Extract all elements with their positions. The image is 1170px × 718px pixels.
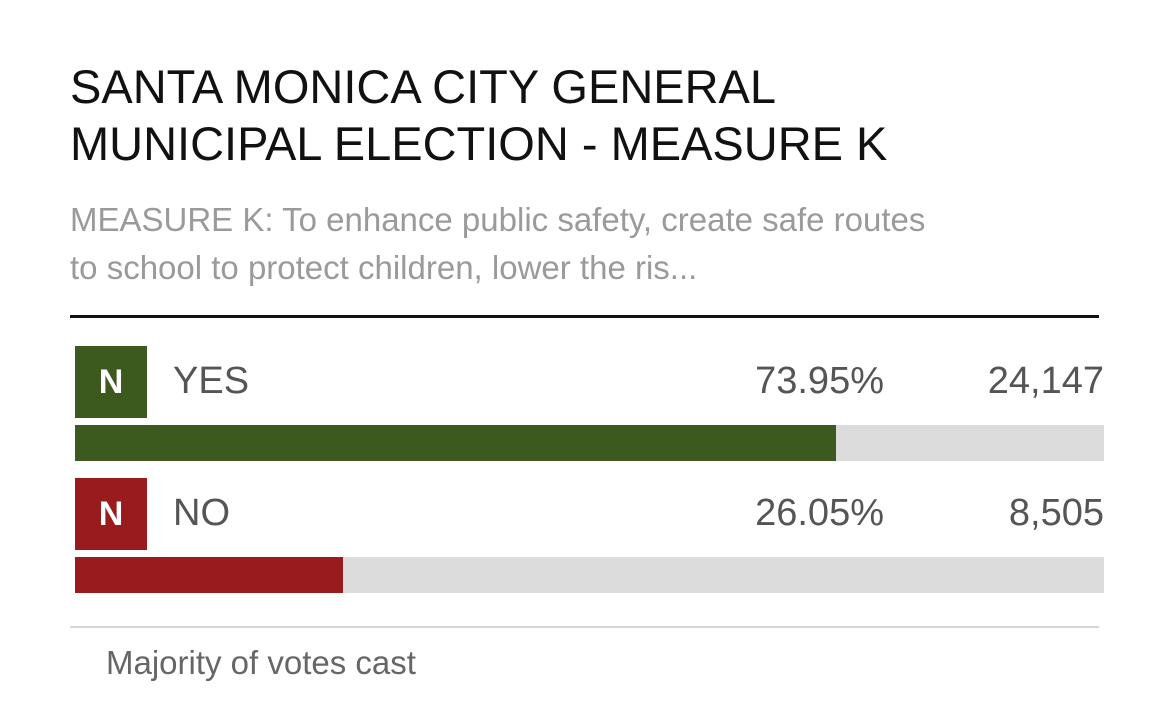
election-title: SANTA MONICA CITY GENERAL MUNICIPAL ELEC… [70,58,1100,172]
measure-description-line-1: MEASURE K: To enhance public safety, cre… [70,201,926,238]
status-badge: N [75,346,147,418]
measure-description-line-2: to school to protect children, lower the… [70,249,698,286]
footer-note: Majority of votes cast [106,644,416,681]
result-bar-track [75,557,1104,593]
footer-divider [70,626,1099,628]
result-bar-track [75,425,1104,461]
result-bar-fill [75,425,836,461]
result-bar-fill [75,557,344,593]
vote-percentage: 26.05% [755,492,884,534]
choice-label: YES [173,360,250,402]
status-badge: N [75,478,147,550]
measure-description[interactable]: MEASURE K: To enhance public safety, cre… [70,196,1100,292]
vote-count: 8,505 [1008,492,1104,534]
vote-count: 24,147 [987,360,1104,402]
election-title-line-2: MUNICIPAL ELECTION - MEASURE K [70,117,888,170]
election-title-line-1: SANTA MONICA CITY GENERAL [70,60,777,113]
header-divider [70,315,1099,318]
choice-label: NO [173,492,230,534]
election-result-card: SANTA MONICA CITY GENERAL MUNICIPAL ELEC… [70,0,1104,718]
vote-percentage: 73.95% [755,360,884,402]
